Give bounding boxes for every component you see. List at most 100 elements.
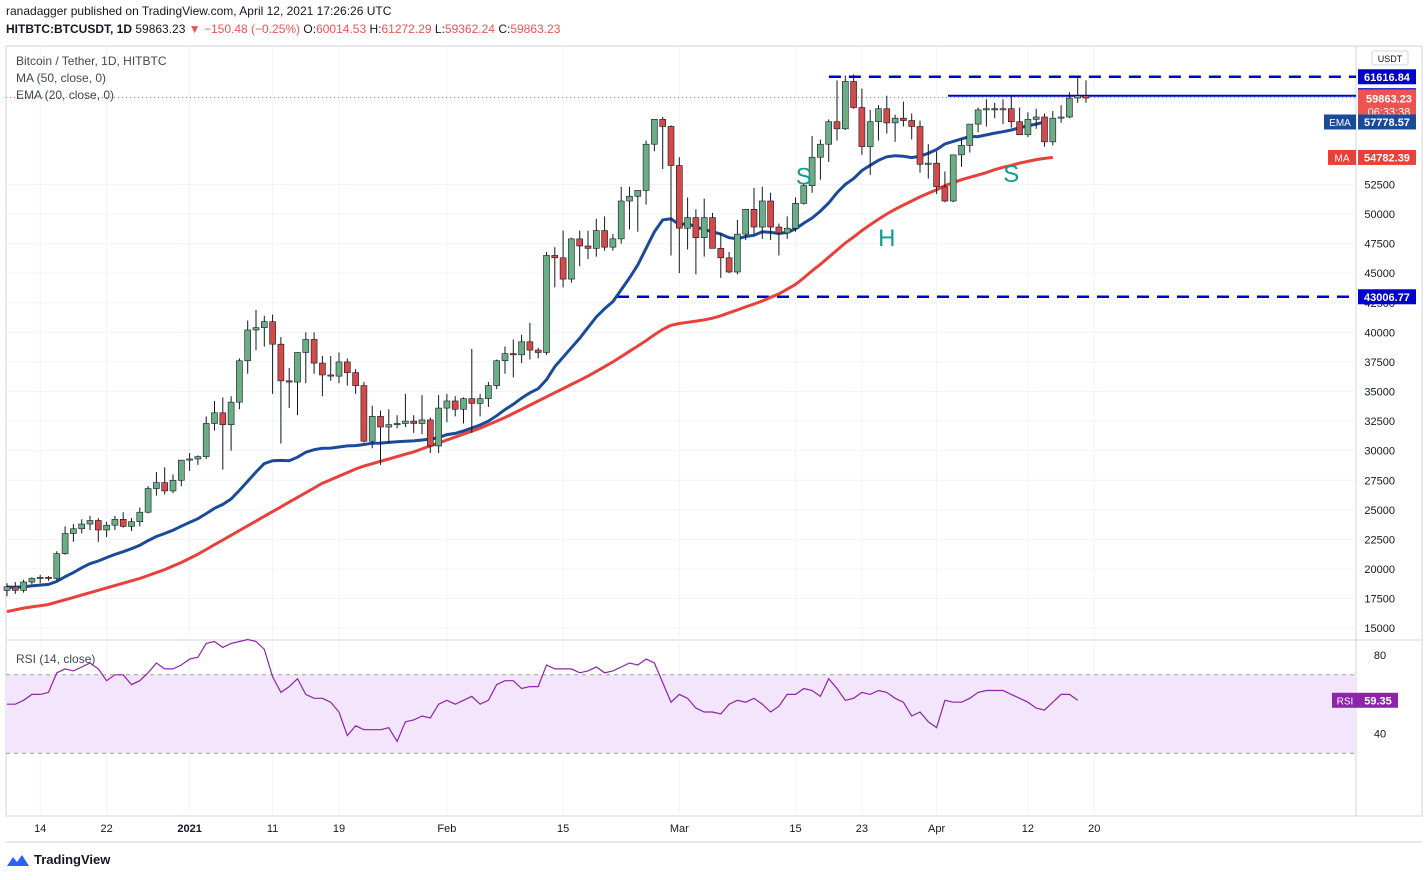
price-tick-label: 25000 [1364, 505, 1395, 517]
candle-body [352, 372, 359, 386]
candle-body [269, 321, 276, 345]
candle-body [335, 361, 343, 377]
candle-body [617, 200, 625, 240]
ma-badge: 54782.39 [1364, 152, 1410, 164]
time-tick-label: 15 [557, 823, 569, 835]
price-tick-label: 30000 [1364, 446, 1395, 458]
ema-tag: EMA [1329, 118, 1351, 129]
last-price: 59863.23 [135, 22, 186, 36]
high-label: H: [369, 22, 382, 36]
last-price-badge-bg [1358, 89, 1416, 120]
legend-ema[interactable]: EMA (20, close, 0) [16, 88, 115, 102]
candle-body [1057, 116, 1065, 119]
price-tick-label: 52500 [1364, 179, 1395, 191]
candle-body [211, 412, 218, 424]
rsi-tick-label: 40 [1374, 729, 1386, 741]
candle-body [758, 200, 766, 228]
candle-body [684, 217, 691, 229]
candle-body [1016, 121, 1023, 136]
down-triangle-icon: ▼ [188, 22, 201, 36]
candle-body [435, 407, 442, 447]
candle-body [236, 360, 243, 403]
level-badge-low: 43006.77 [1364, 292, 1410, 304]
level-badge-high-bg [1358, 69, 1416, 85]
candle-body [750, 208, 758, 228]
candle-body [402, 420, 409, 424]
candle-body [792, 203, 799, 229]
candle-body [850, 81, 857, 108]
legend-rsi[interactable]: RSI (14, close) [16, 652, 96, 666]
price-tick-label: 40000 [1364, 327, 1395, 339]
candle-body [783, 227, 791, 234]
candle-body [119, 519, 127, 527]
candle-body [28, 578, 36, 583]
ema-badge: 57778.57 [1364, 117, 1410, 129]
rsi-line [7, 638, 1079, 743]
candle-body [70, 528, 77, 534]
candle-body [725, 257, 733, 273]
candle-body [974, 109, 982, 125]
candle-body [742, 208, 750, 235]
candle-body [875, 108, 882, 123]
price-tick-label: 50000 [1364, 209, 1395, 221]
candle-body [1007, 108, 1015, 123]
candle-body [368, 416, 376, 442]
tradingview-logo[interactable]: TradingView [6, 852, 110, 867]
tradingview-logo-icon [7, 854, 29, 866]
candle-body [543, 255, 550, 353]
candle-body [501, 353, 509, 362]
candle-body [675, 165, 683, 229]
candle-body [709, 217, 716, 249]
candle-body [285, 380, 293, 383]
ema-badge-bg [1358, 114, 1416, 130]
time-tick-label: 23 [856, 823, 868, 835]
pattern-annotation-s: S [1003, 161, 1019, 188]
rsi-value-badge: 59.35 [1364, 695, 1392, 707]
candle-body [883, 108, 891, 124]
price-tick-label: 20000 [1364, 564, 1395, 576]
candle-body [144, 488, 152, 513]
close-value: 59863.23 [510, 22, 561, 36]
candle-body [377, 416, 384, 428]
candle-body [601, 230, 608, 248]
candle-body [1066, 97, 1073, 118]
ema20-line [6, 120, 1045, 589]
time-tick-label: Apr [928, 823, 945, 835]
candle-body [626, 195, 633, 202]
time-tick-label: 15 [789, 823, 801, 835]
rsi-tag: RSI [1337, 696, 1354, 707]
candle-body [1041, 116, 1048, 143]
pattern-annotation-s: S [796, 163, 812, 190]
candle-body [418, 419, 426, 424]
candle-body [817, 143, 824, 158]
candle-body [734, 233, 741, 273]
candle-body [592, 230, 600, 249]
candle-body [568, 238, 575, 280]
candle-body [1032, 116, 1040, 120]
time-tick-label: 19 [333, 823, 345, 835]
candle-body [153, 482, 160, 489]
legend-ma[interactable]: MA (50, close, 0) [16, 71, 107, 85]
candle-body [642, 143, 650, 191]
pattern-annotation-h: H [878, 225, 895, 252]
open-value: 60014.53 [316, 22, 367, 36]
time-tick-label: Mar [670, 823, 689, 835]
candle-body [916, 126, 924, 165]
time-tick-label: 22 [100, 823, 112, 835]
candle-body [202, 423, 210, 457]
candle-body [476, 398, 484, 404]
candle-body [103, 524, 110, 531]
high-value: 61272.29 [381, 22, 432, 36]
candle-body [343, 361, 351, 373]
candle-body [717, 248, 725, 259]
candle-body [651, 119, 658, 145]
price-tick-label: 27500 [1364, 475, 1395, 487]
ma50-line [6, 155, 1053, 614]
price-tick-label: 17500 [1364, 594, 1395, 606]
candle-body [393, 423, 401, 425]
candle-body [534, 349, 542, 353]
legend-title[interactable]: Bitcoin / Tether, 1D, HITBTC [16, 54, 167, 68]
candle-body [866, 121, 874, 147]
candle-body [841, 81, 849, 130]
